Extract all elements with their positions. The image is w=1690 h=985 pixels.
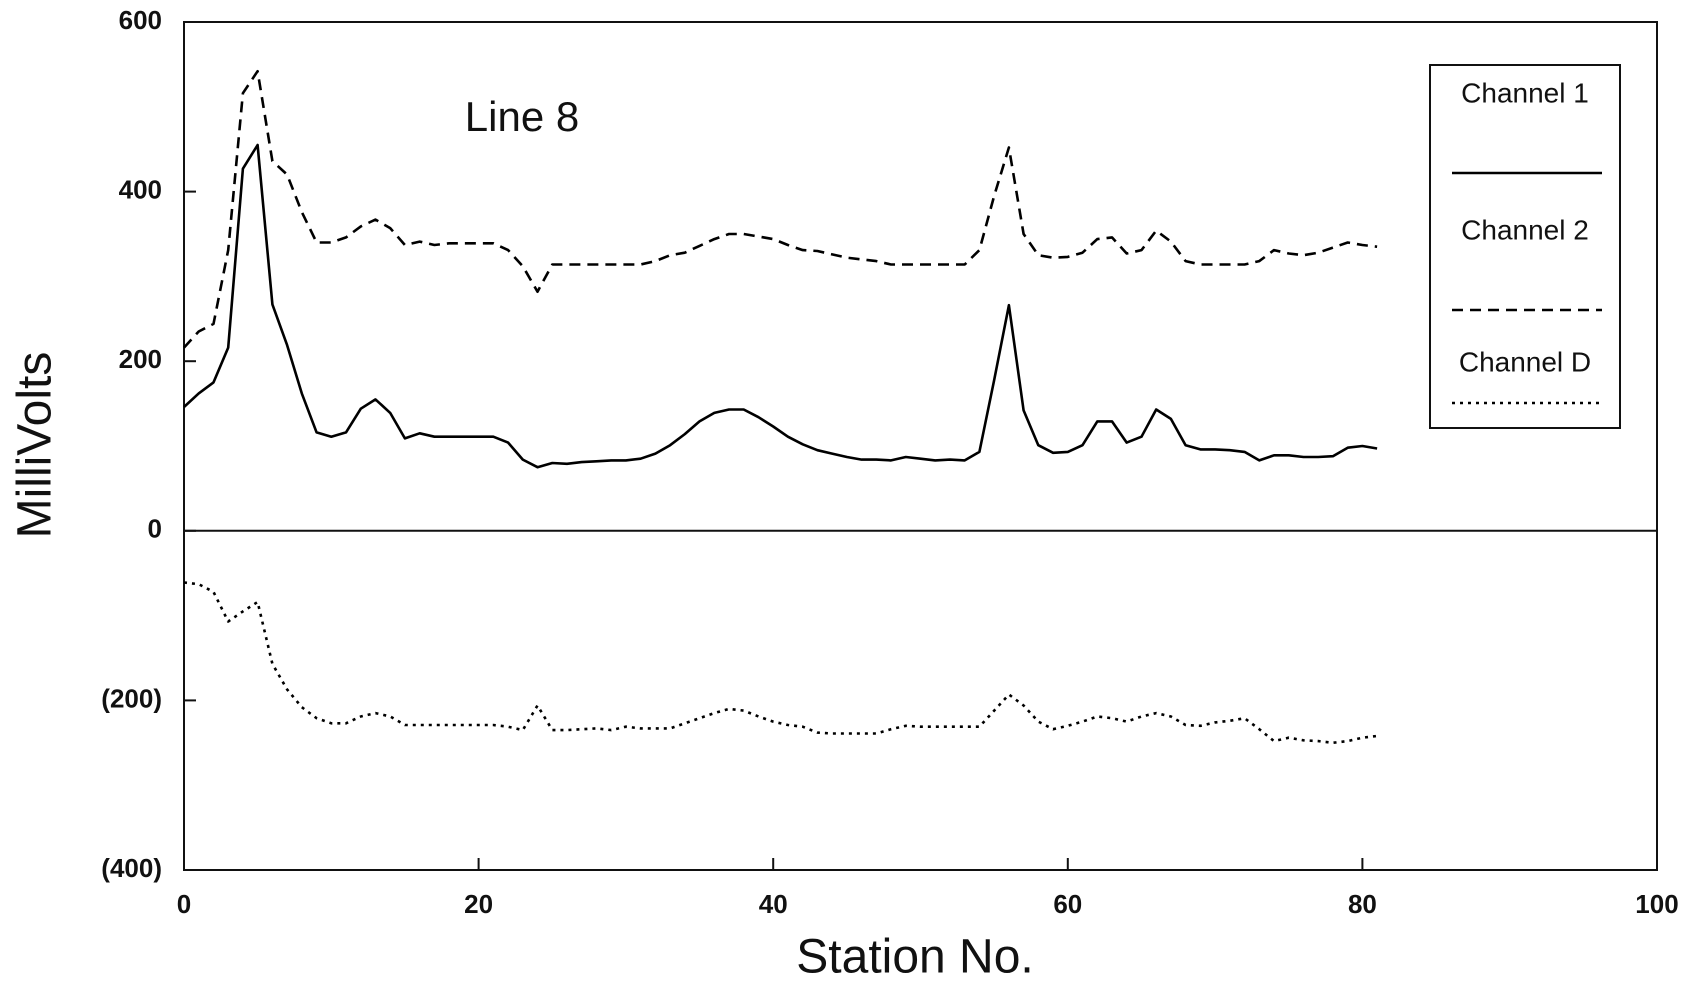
- x-tick-label: 60: [1053, 889, 1082, 919]
- y-tick-label: (200): [101, 683, 162, 713]
- legend-label: Channel 2: [1461, 214, 1589, 245]
- y-tick-label: (400): [101, 853, 162, 883]
- x-axis-label: Station No.: [796, 931, 1033, 984]
- y-axis-label: MilliVolts: [9, 352, 62, 539]
- chart-title: Line 8: [465, 93, 579, 140]
- y-tick-label: 0: [148, 514, 162, 544]
- x-tick-label: 100: [1635, 889, 1678, 919]
- y-tick-label: 200: [119, 344, 162, 374]
- legend-label: Channel 1: [1461, 77, 1589, 108]
- series-line: [183, 581, 1378, 745]
- plot-frame: [183, 21, 1658, 871]
- x-tick-label: 0: [177, 889, 191, 919]
- y-tick-label: 600: [119, 5, 162, 35]
- legend-label: Channel D: [1459, 346, 1591, 377]
- x-tick-label: 20: [464, 889, 493, 919]
- series-line: [183, 69, 1378, 349]
- legend-box: [1429, 64, 1621, 429]
- x-tick-label: 80: [1348, 889, 1377, 919]
- series-line: [183, 143, 1378, 469]
- x-tick-label: 40: [759, 889, 788, 919]
- y-tick-label: 400: [119, 174, 162, 204]
